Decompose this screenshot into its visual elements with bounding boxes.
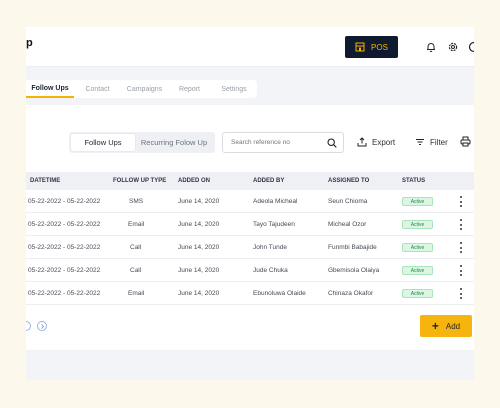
cell-type: Email [128, 290, 145, 297]
segment-follow-ups[interactable]: Follow Ups [71, 134, 135, 151]
column-assigned-to[interactable]: ASSIGNED TO [328, 178, 370, 184]
filter-button[interactable]: Filter [415, 137, 448, 147]
follow-ups-panel: Follow Ups Recurring Folow Up Export [26, 105, 474, 350]
pager-prev-button[interactable] [26, 321, 31, 331]
row-menu-icon[interactable] [459, 265, 463, 276]
table-row[interactable]: 05-22-2022 - 05-22-2022 Call June 14, 20… [26, 259, 474, 282]
pos-label: POS [371, 42, 388, 52]
add-label: Add [445, 321, 461, 331]
table-row[interactable]: 05-22-2022 - 05-22-2022 Call June 14, 20… [26, 236, 474, 259]
cell-added-by: Tayo Tajudeen [253, 221, 295, 228]
cell-added-by: Jude Chuka [253, 267, 288, 274]
status-badge: Active [402, 289, 433, 298]
cell-added-on: June 14, 2020 [178, 290, 220, 297]
tab-follow-ups[interactable]: Follow Ups [26, 80, 74, 98]
gear-icon[interactable] [447, 41, 459, 53]
status-badge: Active [402, 243, 433, 252]
cell-datetime: 05-22-2022 - 05-22-2022 [28, 221, 101, 228]
add-button[interactable]: + Add [420, 315, 472, 337]
row-menu-icon[interactable] [459, 196, 463, 207]
table-row[interactable]: 05-22-2022 - 05-22-2022 Email June 14, 2… [26, 282, 474, 305]
cell-datetime: 05-22-2022 - 05-22-2022 [28, 267, 101, 274]
plus-icon: + [431, 319, 439, 333]
cell-type: SMS [129, 198, 144, 205]
table-header: DATETIME FOLLOW UP TYPE ADDED ON ADDED B… [26, 172, 474, 190]
cell-added-on: June 14, 2020 [178, 221, 220, 228]
table-row[interactable]: 05-22-2022 - 05-22-2022 Email June 14, 2… [26, 213, 474, 236]
tab-campaigns[interactable]: Campaigns [126, 85, 163, 93]
app-window: p POS Follow Ups Contact Campaigns Repor… [26, 27, 474, 380]
search-icon[interactable] [327, 138, 337, 148]
bottom-area [26, 350, 474, 380]
cell-datetime: 05-22-2022 - 05-22-2022 [28, 198, 101, 205]
column-follow-up-type[interactable]: FOLLOW UP TYPE [113, 178, 167, 184]
store-icon [355, 42, 365, 52]
tab-bar: Follow Ups Contact Campaigns Report Sett… [26, 80, 257, 98]
cell-added-on: June 14, 2020 [178, 244, 220, 251]
export-button[interactable]: Export [357, 137, 395, 147]
pos-button[interactable]: POS [345, 36, 398, 58]
cell-datetime: 05-22-2022 - 05-22-2022 [28, 290, 101, 297]
tab-contact[interactable]: Contact [85, 85, 110, 93]
row-menu-icon[interactable] [459, 219, 463, 230]
cell-assigned-to: Funmbi Babajide [328, 244, 377, 251]
column-added-on[interactable]: ADDED ON [178, 178, 211, 184]
cell-assigned-to: Chinaza Okafor [328, 290, 374, 297]
cell-assigned-to: Gbemisola Olaiya [328, 267, 380, 274]
cell-type: Call [130, 267, 142, 274]
filter-icon [416, 139, 424, 145]
export-label: Export [372, 137, 396, 147]
cell-added-by: Ebunoluwa Olaide [253, 290, 306, 297]
column-added-by[interactable]: ADDED BY [253, 178, 285, 184]
bell-icon[interactable] [425, 41, 437, 53]
cell-assigned-to: Micheal Ozor [328, 221, 367, 228]
tab-report[interactable]: Report [178, 85, 200, 93]
search-input[interactable] [231, 139, 326, 146]
chevron-right-icon [41, 324, 45, 329]
status-badge: Active [402, 220, 433, 229]
cell-assigned-to: Seun Chioma [328, 198, 368, 205]
status-badge: Active [402, 197, 433, 206]
cell-added-by: Adeola Micheal [253, 198, 298, 205]
app-logo: p [26, 37, 33, 49]
cell-type: Email [128, 221, 145, 228]
column-datetime[interactable]: DATETIME [30, 178, 61, 184]
export-icon [357, 137, 367, 147]
tab-settings[interactable]: Settings [221, 85, 247, 93]
row-menu-icon[interactable] [459, 242, 463, 253]
search-box [222, 132, 344, 153]
pager-next-button[interactable] [37, 321, 47, 331]
print-icon[interactable] [460, 136, 471, 147]
top-bar: p POS [26, 27, 474, 67]
cell-added-by: John Tunde [253, 244, 287, 251]
cell-datetime: 05-22-2022 - 05-22-2022 [28, 244, 101, 251]
filter-label: Filter [430, 137, 448, 147]
segment-recurring-follow-up[interactable]: Recurring Folow Up [140, 138, 208, 147]
profile-icon[interactable] [468, 41, 474, 53]
followup-type-toggle: Follow Ups Recurring Folow Up [69, 132, 215, 153]
cell-added-on: June 14, 2020 [178, 267, 220, 274]
cell-added-on: June 14, 2020 [178, 198, 220, 205]
table-row[interactable]: 05-22-2022 - 05-22-2022 SMS June 14, 202… [26, 190, 474, 213]
row-menu-icon[interactable] [459, 288, 463, 299]
cell-type: Call [130, 244, 142, 251]
column-status[interactable]: STATUS [402, 178, 426, 184]
status-badge: Active [402, 266, 433, 275]
